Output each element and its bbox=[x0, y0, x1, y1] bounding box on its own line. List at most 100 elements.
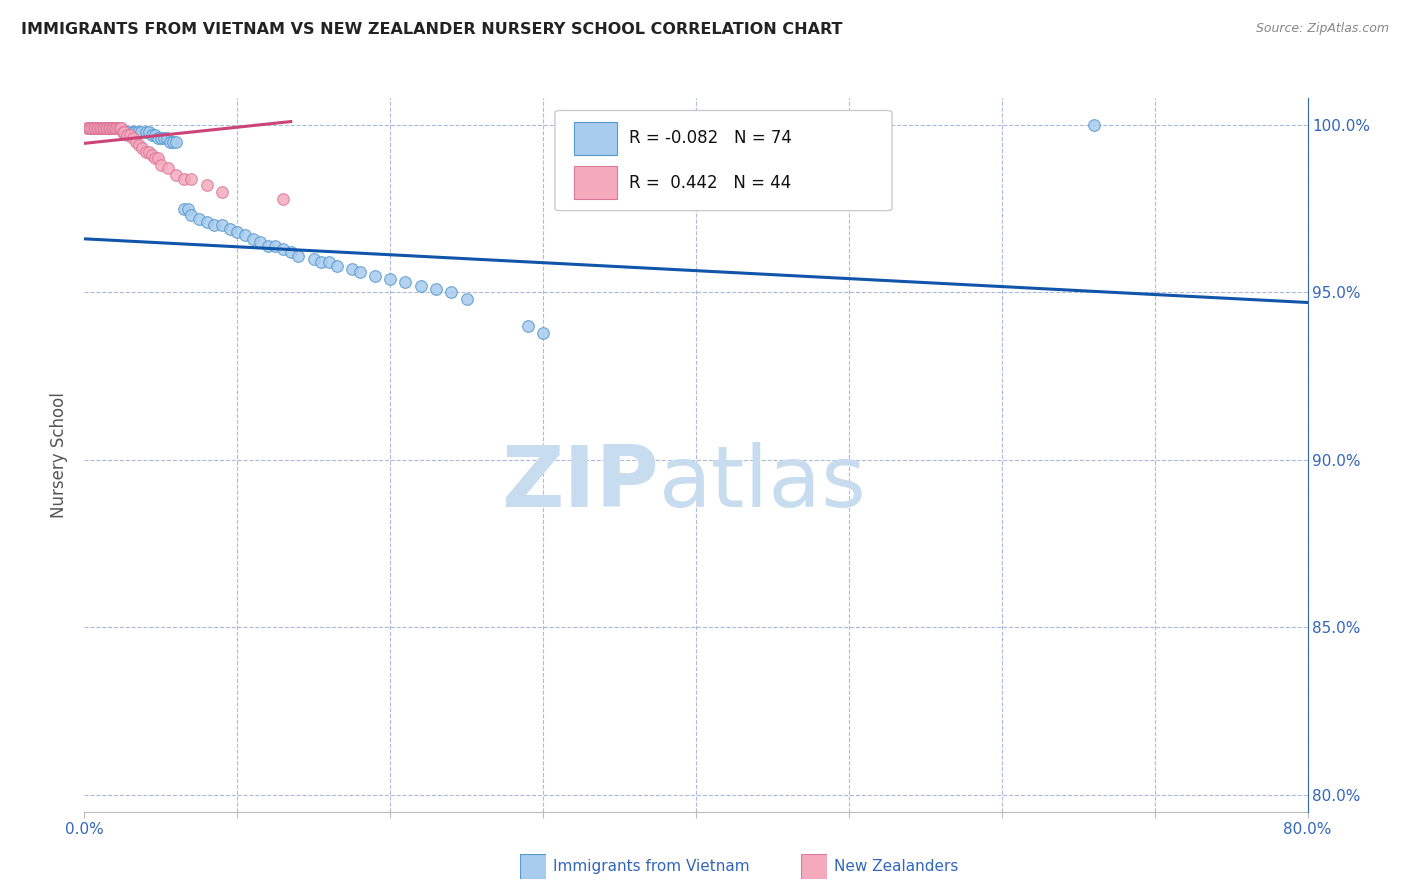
Point bbox=[233, 228, 256, 243]
Point bbox=[91, 121, 114, 136]
Point bbox=[302, 252, 325, 266]
Point bbox=[157, 161, 180, 176]
Point bbox=[531, 326, 554, 340]
Point bbox=[79, 121, 101, 136]
Point bbox=[77, 121, 100, 136]
Point bbox=[364, 268, 387, 283]
Text: atlas: atlas bbox=[659, 442, 868, 525]
Point bbox=[107, 121, 129, 136]
Point bbox=[409, 278, 432, 293]
Point bbox=[96, 121, 118, 136]
Point bbox=[425, 282, 447, 296]
Text: IMMIGRANTS FROM VIETNAM VS NEW ZEALANDER NURSERY SCHOOL CORRELATION CHART: IMMIGRANTS FROM VIETNAM VS NEW ZEALANDER… bbox=[21, 22, 842, 37]
Point bbox=[86, 121, 108, 136]
Point bbox=[280, 245, 302, 260]
Point bbox=[173, 171, 195, 186]
Point bbox=[103, 121, 125, 136]
Point bbox=[76, 121, 98, 136]
Point bbox=[107, 121, 129, 136]
Point bbox=[127, 125, 149, 139]
Point bbox=[456, 292, 478, 306]
Point bbox=[195, 215, 218, 229]
Text: ZIP: ZIP bbox=[502, 442, 659, 525]
Point bbox=[440, 285, 463, 300]
Point bbox=[380, 272, 402, 286]
Point bbox=[103, 121, 125, 136]
Point bbox=[112, 125, 135, 139]
Point bbox=[114, 125, 136, 139]
Point bbox=[135, 125, 157, 139]
Point bbox=[1083, 118, 1105, 132]
Point bbox=[101, 121, 124, 136]
Point bbox=[143, 128, 166, 142]
Point bbox=[195, 178, 218, 193]
Point bbox=[128, 138, 150, 153]
Point bbox=[111, 125, 134, 139]
Point bbox=[177, 202, 200, 216]
Point bbox=[149, 131, 172, 145]
Point bbox=[93, 121, 115, 136]
Point bbox=[349, 265, 371, 279]
Point bbox=[271, 242, 294, 256]
Point bbox=[287, 249, 309, 263]
Point bbox=[90, 121, 112, 136]
Point bbox=[108, 121, 131, 136]
Point bbox=[173, 202, 195, 216]
Point bbox=[156, 131, 179, 145]
Point bbox=[271, 192, 294, 206]
Point bbox=[112, 125, 135, 139]
Point bbox=[84, 121, 107, 136]
Point bbox=[91, 121, 114, 136]
Point bbox=[104, 121, 127, 136]
Point bbox=[110, 121, 132, 136]
Point bbox=[165, 168, 187, 182]
Point bbox=[90, 121, 112, 136]
Point bbox=[141, 128, 163, 142]
Point bbox=[257, 238, 280, 252]
Point bbox=[143, 152, 166, 166]
Point bbox=[111, 125, 134, 139]
Point bbox=[202, 219, 225, 233]
Point bbox=[80, 121, 103, 136]
Point bbox=[86, 121, 108, 136]
Point bbox=[141, 148, 163, 162]
Point bbox=[87, 121, 110, 136]
Point bbox=[97, 121, 120, 136]
Point bbox=[149, 158, 172, 172]
Point bbox=[83, 121, 105, 136]
Point bbox=[110, 121, 132, 136]
Point bbox=[120, 128, 142, 142]
Point bbox=[89, 121, 111, 136]
Point bbox=[89, 121, 111, 136]
Point bbox=[108, 121, 131, 136]
Text: Immigrants from Vietnam: Immigrants from Vietnam bbox=[553, 859, 749, 873]
Point bbox=[165, 135, 187, 149]
Point bbox=[98, 121, 121, 136]
Point bbox=[98, 121, 121, 136]
Point bbox=[159, 135, 181, 149]
Point bbox=[218, 221, 240, 235]
Point bbox=[101, 121, 124, 136]
Point bbox=[93, 121, 115, 136]
Point bbox=[340, 262, 363, 277]
Point bbox=[226, 225, 249, 239]
Point bbox=[180, 208, 202, 222]
Point bbox=[129, 125, 152, 139]
Point bbox=[394, 276, 416, 290]
Point bbox=[94, 121, 117, 136]
Point bbox=[122, 125, 145, 139]
Point bbox=[146, 152, 169, 166]
Point bbox=[97, 121, 120, 136]
Point bbox=[180, 171, 202, 186]
Point bbox=[87, 121, 110, 136]
Point bbox=[80, 121, 103, 136]
Point bbox=[211, 219, 233, 233]
Point bbox=[138, 145, 160, 159]
Point bbox=[122, 131, 145, 145]
Point bbox=[211, 185, 233, 199]
Point bbox=[120, 125, 142, 139]
Point bbox=[311, 255, 333, 269]
Point bbox=[242, 232, 264, 246]
Point bbox=[115, 128, 138, 142]
Point bbox=[146, 131, 169, 145]
